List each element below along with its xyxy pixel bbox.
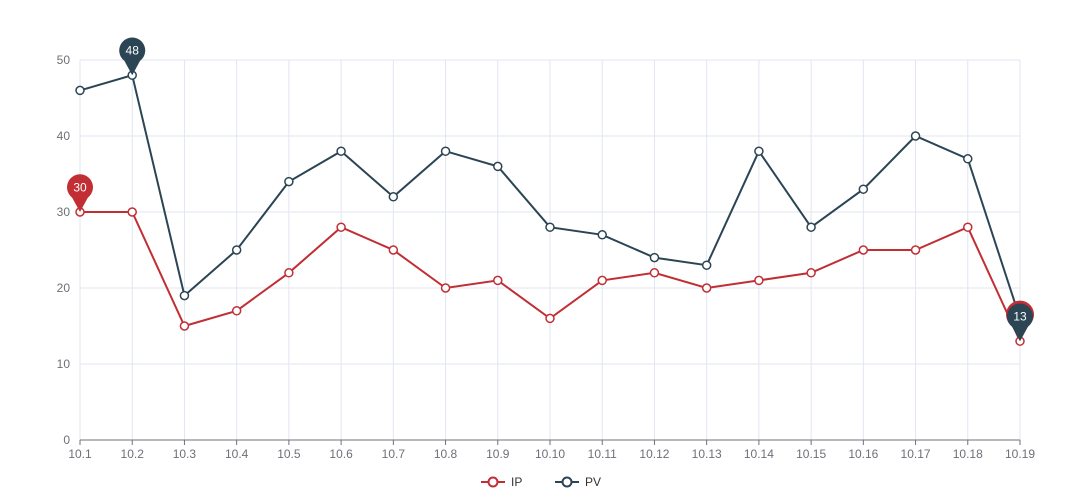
series-marker [442,284,450,292]
series-marker [755,147,763,155]
legend-label[interactable]: PV [585,475,601,489]
series-marker [285,178,293,186]
x-tick-label: 10.14 [744,447,774,461]
series-marker [598,231,606,239]
chart-svg: 10.1 10.2 10.3 10.4 10.5 10.6 10.7 10.8 10.9 10.1… [0,0,1080,500]
series-marker [337,147,345,155]
series-marker [76,86,84,94]
x-tick-label: 10.2 [121,447,145,461]
series-marker [337,223,345,231]
series-marker [389,246,397,254]
series-marker [494,162,502,170]
series-marker [859,246,867,254]
series-marker [494,276,502,284]
y-tick-label: 30 [57,205,71,219]
series-marker [703,261,711,269]
x-tick-label: 10.4 [225,447,249,461]
x-tick-label: 10.16 [848,447,878,461]
series-marker [964,223,972,231]
x-tick-label: 10.1 [68,447,92,461]
x-tick-label: 10.3 [173,447,197,461]
series-marker [912,246,920,254]
x-tick-label: 10.10 [535,447,565,461]
series-marker [703,284,711,292]
line-chart: 10.1 10.2 10.3 10.4 10.5 10.6 10.7 10.8 10.9 10.1… [0,0,1080,500]
legend-marker [489,478,498,487]
x-tick-label: 10.17 [901,447,931,461]
series-marker [285,269,293,277]
series-marker [233,307,241,315]
series-marker [442,147,450,155]
x-tick-label: 10.11 [588,447,617,461]
series-marker [546,223,554,231]
series-marker [180,322,188,330]
y-tick-label: 40 [57,129,71,143]
series-marker [180,292,188,300]
x-tick-label: 10.15 [796,447,826,461]
x-tick-label: 10.13 [692,447,722,461]
x-tick-label: 10.7 [382,447,406,461]
series-marker [233,246,241,254]
y-tick-label: 50 [57,53,71,67]
series-marker [650,254,658,262]
x-tick-label: 10.19 [1005,447,1035,461]
series-marker [807,223,815,231]
y-tick-label: 0 [63,433,70,447]
legend-marker [563,478,572,487]
legend-label[interactable]: IP [511,475,522,489]
series-marker [755,276,763,284]
y-tick-label: 20 [57,281,71,295]
x-tick-label: 10.5 [277,447,301,461]
series-marker [964,155,972,163]
x-tick-label: 10.18 [953,447,983,461]
x-tick-label: 10.9 [486,447,510,461]
series-marker [128,208,136,216]
series-marker [912,132,920,140]
series-marker [650,269,658,277]
x-tick-label: 10.6 [329,447,353,461]
series-marker [389,193,397,201]
series-marker [546,314,554,322]
highlight-label: 48 [126,44,140,58]
highlight-label: 30 [73,180,87,194]
highlight-label: 13 [1013,310,1027,324]
x-tick-label: 10.8 [434,447,458,461]
y-tick-label: 10 [57,357,71,371]
series-marker [598,276,606,284]
series-marker [859,185,867,193]
series-marker [807,269,815,277]
x-tick-label: 10.12 [639,447,669,461]
